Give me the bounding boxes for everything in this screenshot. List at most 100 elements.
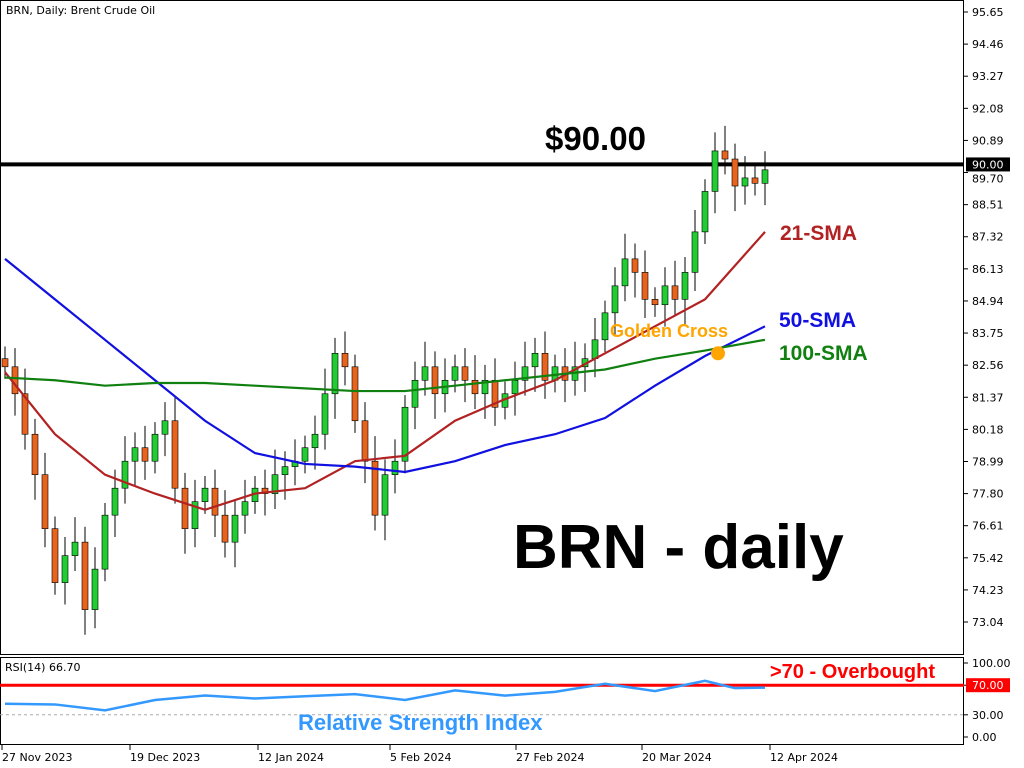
candle-body: [81, 541, 89, 610]
candle: [301, 435, 309, 474]
rsi-tick-label: 0.00: [972, 731, 997, 744]
price-tick-label: 82.56: [972, 359, 1004, 372]
sma-line-100-sma: [4, 338, 766, 393]
candle-body: [431, 366, 439, 395]
chart-title: BRN, Daily: Brent Crude Oil: [6, 4, 156, 17]
candle-body: [761, 169, 769, 184]
candle-body: [691, 231, 699, 273]
candle-body: [641, 272, 649, 300]
date-tick-label: 19 Dec 2023: [130, 751, 200, 764]
candle: [741, 156, 749, 205]
candle-body: [131, 447, 139, 462]
candle-body: [351, 366, 359, 422]
price-tick-label: 83.75: [972, 327, 1004, 340]
candle: [61, 537, 69, 605]
candle-body: [171, 420, 179, 489]
candle: [211, 469, 219, 538]
candle: [71, 517, 79, 572]
candle-body: [421, 366, 429, 381]
candle: [231, 499, 239, 568]
candle-body: [321, 393, 329, 435]
candle-body: [711, 150, 719, 192]
candle: [621, 233, 629, 302]
candle-body: [471, 379, 479, 395]
big-title: BRN - daily: [513, 513, 844, 582]
candle: [141, 425, 149, 480]
candle-body: [191, 501, 199, 529]
candle-body: [401, 406, 409, 462]
candle-body: [181, 487, 189, 529]
candle: [531, 337, 539, 392]
candle: [161, 402, 169, 457]
candle-body: [111, 487, 119, 516]
price-tick-label: 94.46: [972, 38, 1004, 51]
candle: [611, 267, 619, 335]
candle: [461, 348, 469, 403]
candle-body: [271, 474, 279, 494]
candle-body: [341, 352, 349, 368]
date-tick-label: 12 Apr 2024: [770, 751, 838, 764]
candle-body: [461, 366, 469, 381]
candle: [271, 449, 279, 509]
candle-body: [311, 433, 319, 449]
candle-body: [681, 272, 689, 300]
price-tick-label: 74.23: [972, 584, 1004, 597]
candle-body: [701, 191, 709, 233]
candle-body: [201, 487, 209, 502]
candle-body: [211, 487, 219, 516]
rsi-panel-frame: [0, 657, 964, 745]
candle-body: [331, 352, 339, 395]
candle: [361, 402, 369, 484]
rsi-title: RSI(14) 66.70: [5, 661, 81, 674]
candle-body: [51, 528, 59, 583]
candle: [371, 436, 379, 531]
candle-body: [621, 258, 629, 287]
candle-body: [91, 568, 99, 610]
candle: [41, 452, 49, 548]
candle: [151, 422, 159, 474]
candle-body: [751, 177, 759, 184]
candle: [731, 143, 739, 212]
candle-body: [361, 420, 369, 462]
candle: [671, 260, 679, 315]
candle: [31, 418, 39, 500]
candle: [311, 415, 319, 470]
candle-body: [141, 447, 149, 462]
sma100-label: 100-SMA: [779, 342, 868, 365]
date-tick-label: 27 Feb 2024: [516, 751, 584, 764]
candle: [171, 395, 179, 504]
level-tag: [966, 157, 1010, 172]
candle: [391, 439, 399, 494]
candle-body: [381, 474, 389, 516]
candle-body: [481, 379, 489, 395]
candle: [401, 395, 409, 474]
candle-body: [531, 352, 539, 368]
candle: [81, 526, 89, 635]
main-panel-frame: [0, 0, 964, 655]
candle-body: [151, 433, 159, 462]
candle: [421, 341, 429, 396]
price-tick-label: 92.08: [972, 102, 1004, 115]
candle-body: [301, 447, 309, 462]
rsi-tick-label: 30.00: [972, 709, 1004, 722]
price-tick-label: 77.80: [972, 488, 1004, 501]
candle: [321, 368, 329, 450]
candle-body: [221, 514, 229, 543]
candle-body: [671, 285, 679, 300]
candle-body: [721, 150, 729, 160]
candle: [631, 243, 639, 298]
price-tick-label: 80.18: [972, 423, 1004, 436]
price-tick-label: 95.65: [972, 6, 1004, 19]
candle: [431, 351, 439, 419]
date-tick-label: 20 Mar 2024: [642, 751, 712, 764]
rsi-line: [4, 679, 766, 712]
candle-body: [611, 285, 619, 314]
candle-body: [631, 258, 639, 273]
candle: [131, 432, 139, 487]
candle-body: [371, 460, 379, 516]
candle-body: [1, 358, 9, 368]
price-tick-label: 93.27: [972, 70, 1004, 83]
candle: [691, 210, 699, 291]
price-tick-label: 75.42: [972, 552, 1004, 565]
candle: [121, 436, 129, 504]
